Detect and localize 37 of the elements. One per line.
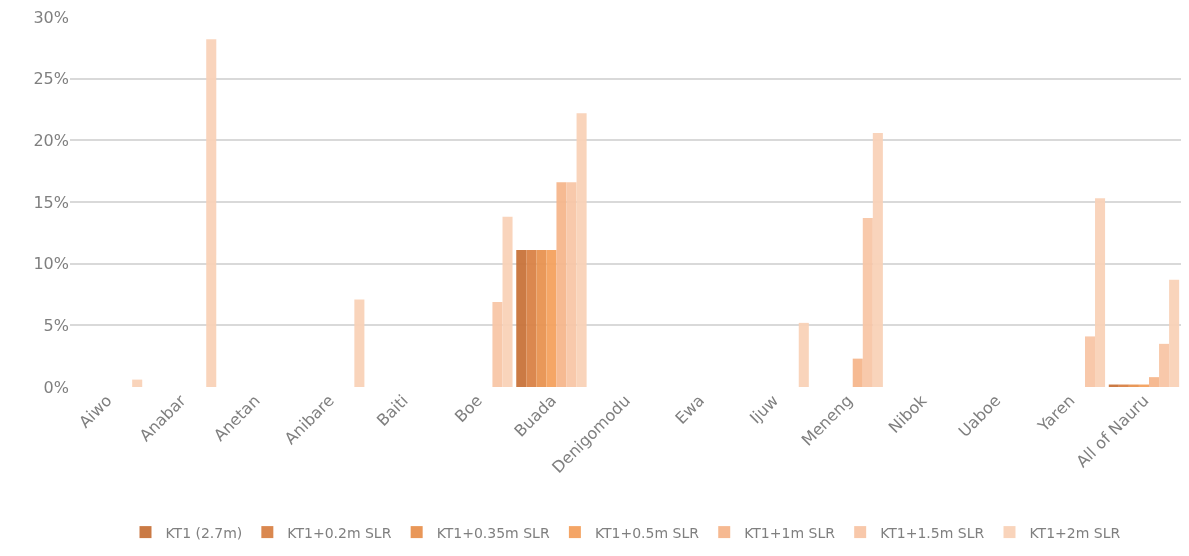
x-tick-label: Boe: [450, 391, 486, 427]
bar: [1095, 198, 1106, 387]
bar: [1169, 279, 1180, 387]
bar: [1148, 377, 1160, 387]
bar: [526, 250, 537, 387]
bar: [566, 182, 577, 387]
bar: [546, 250, 557, 387]
bar: [798, 322, 809, 387]
legend-label: KT1+1m SLR: [744, 524, 836, 541]
bar: [1159, 343, 1170, 387]
x-tick-label: Ewa: [671, 391, 709, 428]
legend-label: KT1+1.5m SLR: [880, 524, 985, 541]
y-tick-label: 20%: [33, 130, 69, 150]
bar: [872, 132, 883, 387]
bar: [536, 250, 547, 387]
bar: [556, 182, 567, 387]
bar: [354, 299, 365, 387]
y-tick-label: 15%: [33, 192, 69, 212]
bar: [132, 379, 143, 387]
legend-label: KT1+2m SLR: [1029, 524, 1121, 541]
bar: [502, 216, 513, 387]
bar: [862, 218, 873, 387]
bar: [516, 250, 527, 387]
y-tick-label: 30%: [33, 7, 69, 27]
y-tick-label: 25%: [33, 69, 69, 89]
bar: [1084, 336, 1096, 387]
y-tick-label: 5%: [43, 315, 69, 335]
bar: [852, 358, 863, 387]
legend-label: KT1+0.2m SLR: [287, 524, 392, 541]
y-tick-label: 10%: [33, 254, 69, 274]
y-tick-label: 0%: [43, 377, 69, 397]
bar: [576, 113, 587, 387]
bar: [492, 301, 503, 387]
legend-label: KT1+0.5m SLR: [594, 524, 700, 541]
bar: [206, 39, 217, 387]
legend-label: KT1 (2.7m): [165, 524, 243, 541]
legend-label: KT1+0.35m SLR: [436, 524, 550, 541]
